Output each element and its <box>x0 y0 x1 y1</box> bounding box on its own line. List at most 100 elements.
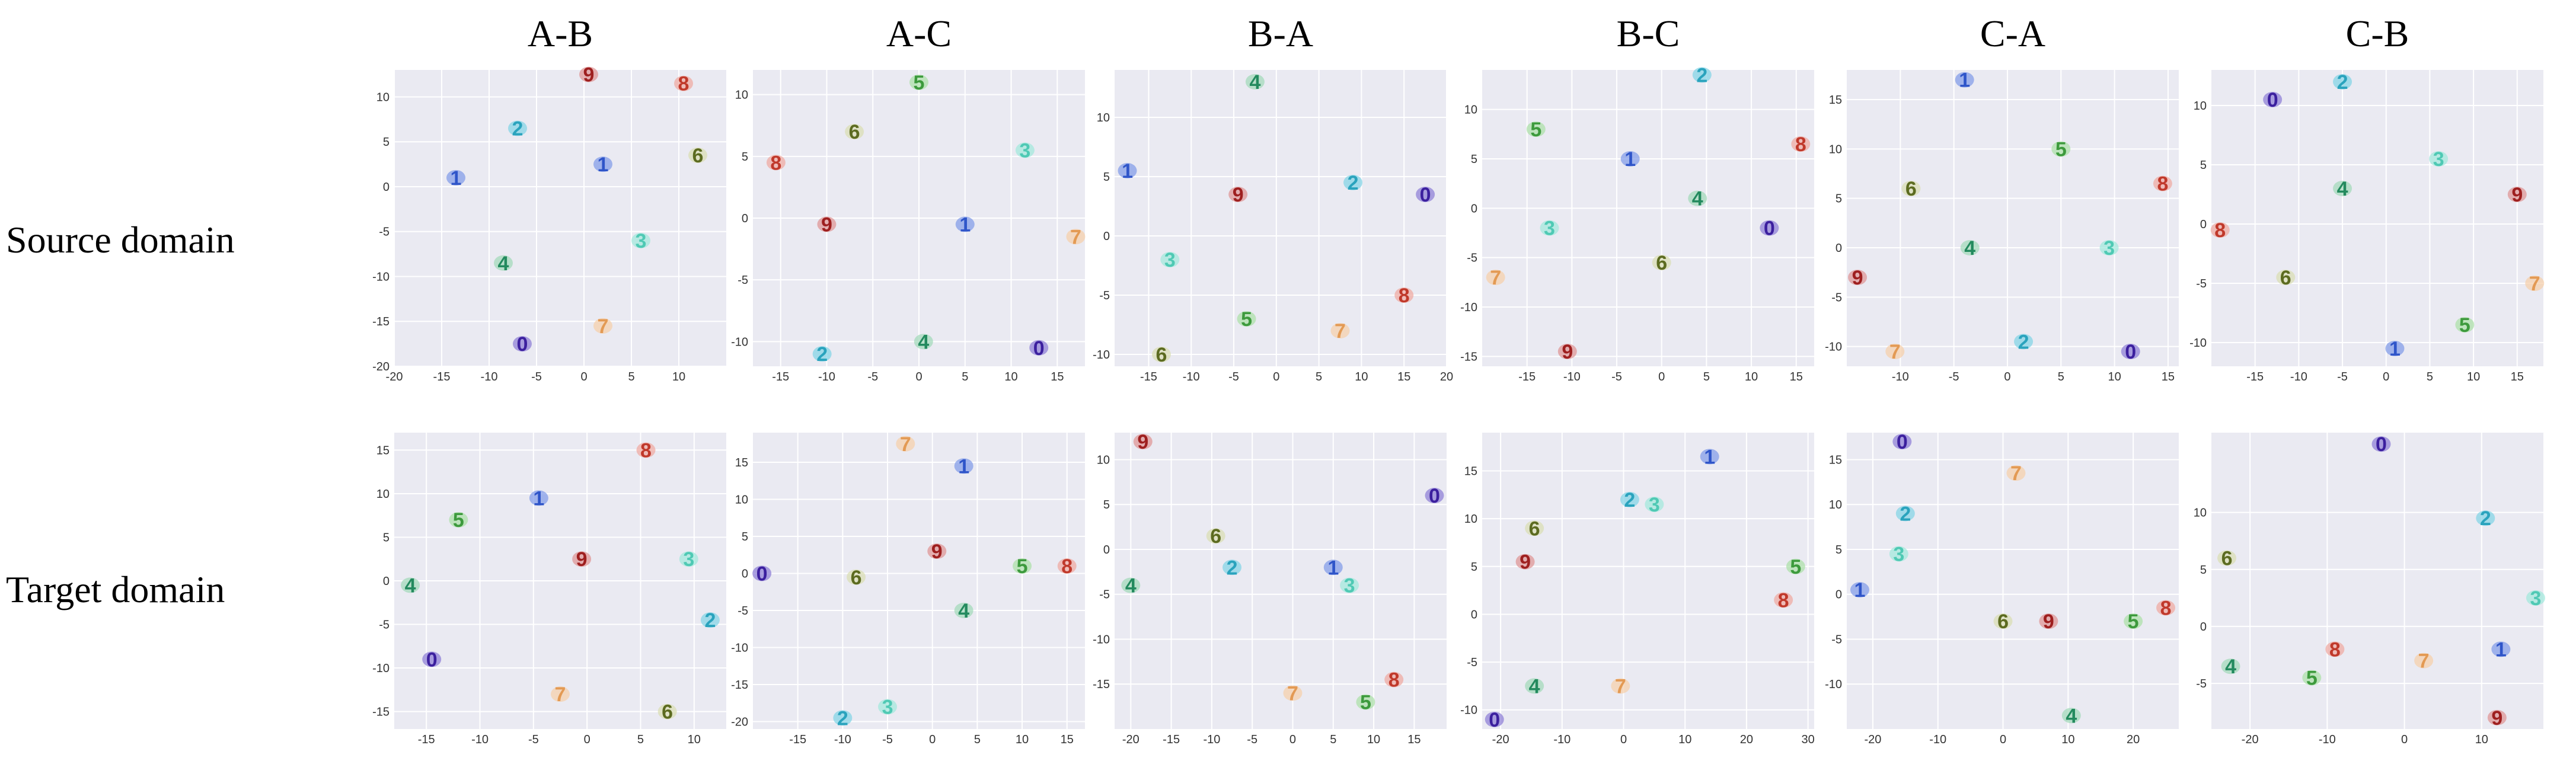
digit-cluster-halo <box>1526 121 1546 137</box>
x-tick-label: -10 <box>1203 733 1220 746</box>
x-tick-label: 0 <box>2401 733 2408 746</box>
y-tick-label: 5 <box>2200 564 2207 577</box>
digit-cluster-halo <box>2385 341 2405 356</box>
y-tick-label: -15 <box>731 679 748 692</box>
digit-cluster-label: 3 <box>1544 218 1555 240</box>
column-title-c-a: C-A <box>1980 12 2046 55</box>
y-tick-label: 10 <box>1829 498 1842 511</box>
x-tick-label: -15 <box>2246 370 2264 383</box>
digit-cluster-halo <box>752 565 772 581</box>
x-tick-label: 0 <box>2383 370 2389 383</box>
x-tick-label: -20 <box>2242 733 2259 746</box>
digit-cluster-label: 0 <box>1764 218 1775 240</box>
digit-cluster-halo <box>955 216 975 232</box>
digit-cluster-label: 3 <box>636 230 647 252</box>
digit-cluster-label: 9 <box>1137 431 1148 453</box>
y-tick-label: 10 <box>1464 513 1477 526</box>
digit-cluster-halo <box>422 651 442 667</box>
y-tick-label: 5 <box>1836 543 1842 557</box>
digit-cluster-label: 5 <box>1241 308 1252 331</box>
x-tick-label: 5 <box>637 733 644 746</box>
digit-cluster-label: 8 <box>1388 669 1400 692</box>
scatter-plot: -15 -10 -5 0 5 10 15 -10 -5 0 5 10 2 0 3 4 9 8 6 7 5 1 <box>2189 70 2545 383</box>
digit-cluster-halo <box>1486 270 1505 285</box>
x-tick-label: 10 <box>688 733 701 746</box>
digit-cluster-halo <box>631 232 650 248</box>
digit-cluster-label: 6 <box>851 567 862 589</box>
column-title-b-a: B-A <box>1247 12 1314 55</box>
x-tick-label: 20 <box>1740 733 1753 746</box>
digit-cluster-label: 3 <box>1649 494 1660 516</box>
x-tick-label: 5 <box>2058 370 2064 383</box>
y-tick-label: -5 <box>2196 677 2207 690</box>
x-tick-label: 20 <box>2127 733 2140 746</box>
scatter-panel-a-b-source: -20 -15 -10 -5 0 5 10 -20 -15 -10 -5 0 5 10 9 8 6 2 1 1 3 4 7 0 <box>365 64 726 390</box>
x-tick-label: 15 <box>1397 370 1410 383</box>
digit-cluster-halo <box>909 74 928 90</box>
y-tick-label: 0 <box>1836 589 1842 602</box>
y-tick-label: -10 <box>1825 341 1842 354</box>
x-tick-label: -5 <box>1949 370 1959 383</box>
digit-cluster-halo <box>1885 344 1905 359</box>
digit-cluster-label: 7 <box>1070 226 1081 248</box>
digit-cluster-halo <box>766 155 786 171</box>
digit-cluster-label: 1 <box>1624 148 1636 171</box>
digit-cluster-label: 6 <box>2280 267 2291 289</box>
digit-cluster-halo <box>1066 229 1086 245</box>
plot-background <box>1115 70 1447 366</box>
digit-cluster-halo <box>1343 175 1363 190</box>
y-tick-label: 5 <box>383 531 390 544</box>
scatter-plot: -20 -10 0 10 -5 0 5 10 0 2 6 3 8 7 1 4 5 9 <box>2194 433 2545 746</box>
x-tick-label: 10 <box>2108 370 2121 383</box>
digit-cluster-halo <box>2263 92 2283 107</box>
digit-cluster-halo <box>579 66 598 82</box>
plot-background <box>2211 433 2543 729</box>
scatter-panel-b-c-source: -15 -10 -5 0 5 10 15 -15 -10 -5 0 5 10 2 5 8 1 4 3 0 7 6 9 <box>1453 64 1814 390</box>
digit-cluster-halo <box>1993 613 2013 629</box>
digit-cluster-label: 9 <box>1233 184 1244 206</box>
digit-cluster-label: 9 <box>931 541 943 563</box>
x-tick-label: -5 <box>2337 370 2348 383</box>
y-tick-label: 10 <box>2194 100 2207 113</box>
x-tick-label: 0 <box>2004 370 2010 383</box>
digit-cluster-halo <box>593 156 612 172</box>
digit-cluster-halo <box>1611 678 1630 694</box>
digit-cluster-label: 5 <box>1017 555 1028 578</box>
scatter-panel-c-b-target: -20 -10 0 10 -5 0 5 10 0 2 6 3 8 7 1 4 5 9 <box>2182 433 2545 753</box>
digit-cluster-label: 6 <box>1905 178 1917 200</box>
x-tick-label: 0 <box>915 370 922 383</box>
y-tick-label: 15 <box>1829 94 1842 107</box>
digit-cluster-halo <box>2061 708 2081 724</box>
y-tick-label: -10 <box>1093 633 1110 646</box>
x-tick-label: 30 <box>1802 733 1815 746</box>
x-tick-label: -20 <box>386 370 403 383</box>
scatter-plot: -15 -10 -5 0 5 10 15 -15 -10 -5 0 5 10 2 5 8 1 4 3 0 7 6 9 <box>1460 64 1814 383</box>
digit-cluster-label: 0 <box>1420 184 1431 206</box>
digit-cluster-halo <box>1692 67 1712 83</box>
digit-cluster-label: 7 <box>598 315 609 338</box>
x-tick-label: 10 <box>672 370 685 383</box>
y-tick-label: -20 <box>372 360 390 373</box>
digit-cluster-label: 6 <box>692 145 704 167</box>
digit-cluster-label: 9 <box>2511 184 2523 206</box>
y-tick-label: 0 <box>2200 621 2207 634</box>
digit-cluster-halo <box>817 216 837 232</box>
x-tick-label: -20 <box>1864 733 1881 746</box>
digit-cluster-halo <box>954 603 973 618</box>
digit-cluster-label: 0 <box>2376 433 2387 456</box>
digit-cluster-label: 9 <box>2491 707 2502 730</box>
y-tick-label: 10 <box>735 89 748 102</box>
digit-cluster-label: 4 <box>1249 71 1260 94</box>
digit-cluster-label: 3 <box>2433 148 2444 171</box>
y-tick-label: 5 <box>383 136 390 149</box>
x-tick-label: -15 <box>433 370 451 383</box>
digit-cluster-label: 5 <box>1360 692 1371 714</box>
y-tick-label: 0 <box>742 212 748 225</box>
digit-cluster-label: 1 <box>2495 638 2507 661</box>
x-tick-label: 20 <box>1440 370 1453 383</box>
digit-cluster-halo <box>2121 344 2140 359</box>
digit-cluster-label: 6 <box>662 701 673 724</box>
y-tick-label: 10 <box>2194 507 2207 520</box>
digit-cluster-label: 2 <box>816 343 828 366</box>
y-tick-label: 5 <box>1471 561 1477 574</box>
